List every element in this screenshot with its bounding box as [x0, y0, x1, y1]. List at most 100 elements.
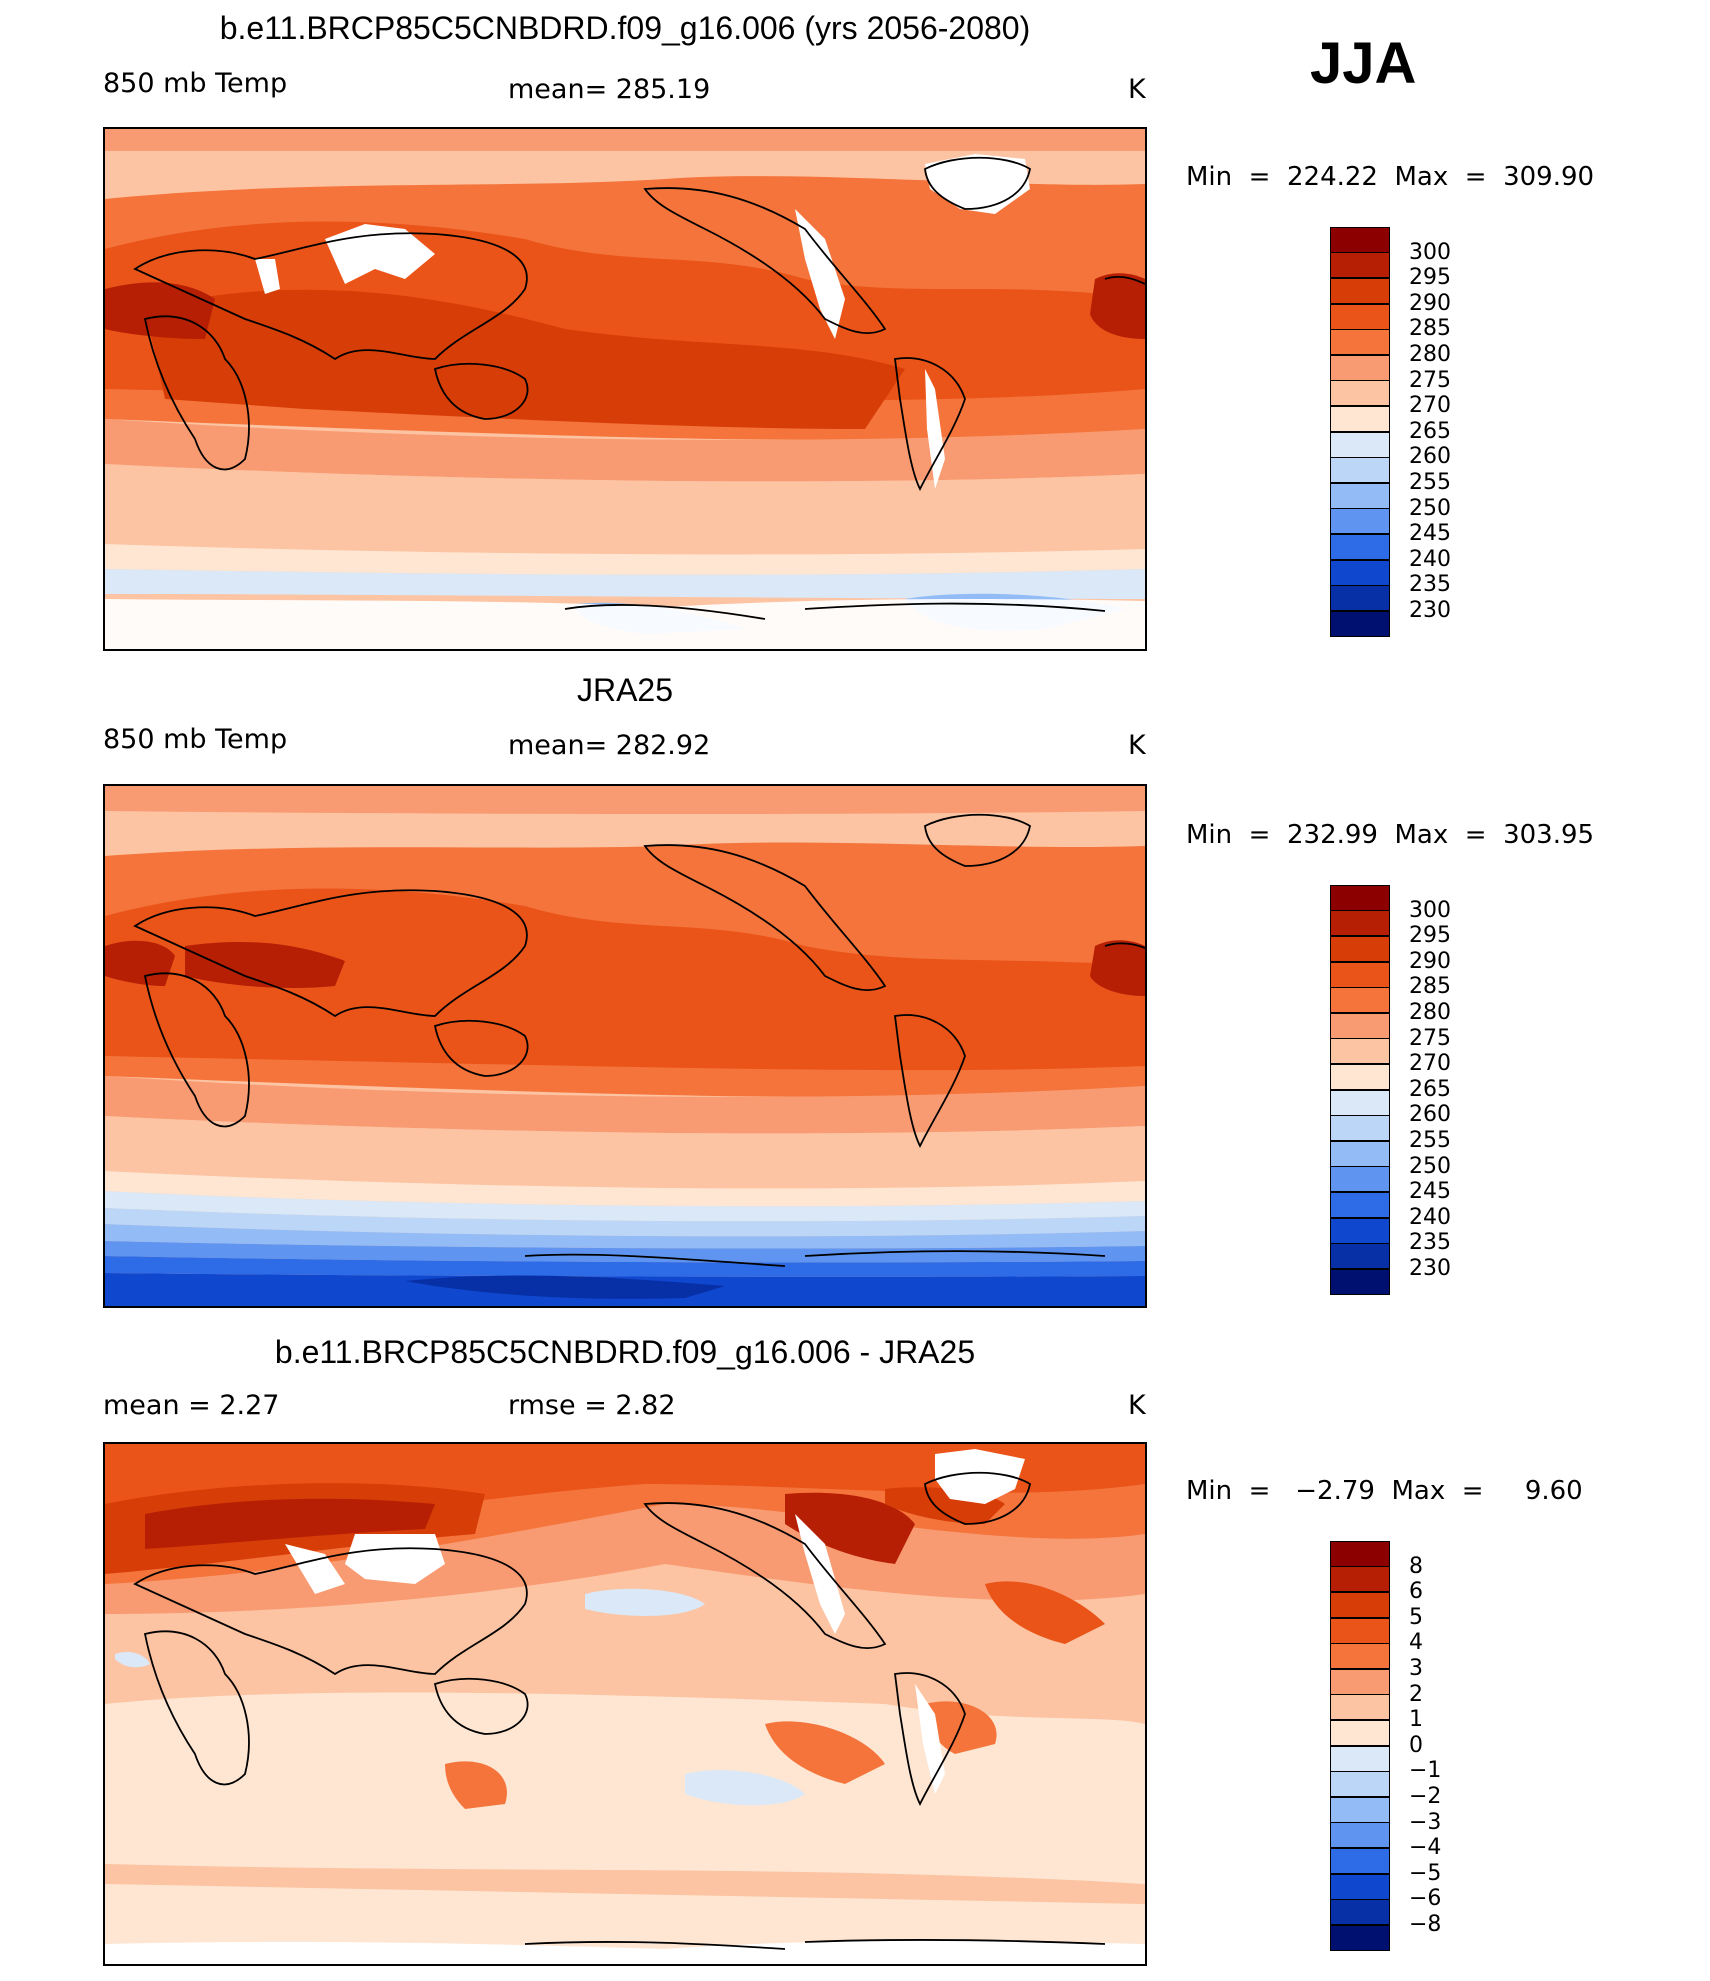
colorbar-frame	[1330, 885, 1390, 1295]
colorbar-segment	[1330, 1592, 1390, 1618]
colorbar-label: −4	[1409, 1835, 1442, 1861]
colorbar-segment	[1330, 1141, 1390, 1167]
colorbar-segment	[1330, 1013, 1390, 1039]
colorbar-separator	[1330, 482, 1390, 484]
colorbar-separator	[1330, 1770, 1390, 1773]
colorbar-separator	[1330, 1668, 1390, 1670]
colorbar-segment	[1330, 987, 1390, 1013]
colorbar-segment	[1330, 1873, 1390, 1900]
colorbar-segment	[1330, 1720, 1390, 1746]
colorbar-label: 235	[1409, 1230, 1451, 1256]
colorbar-separator	[1330, 1012, 1390, 1014]
colorbar-label: 235	[1409, 572, 1451, 598]
colorbar-separator	[1330, 354, 1390, 356]
panel-3-units: K	[1128, 1390, 1146, 1421]
colorbar-separator	[1330, 909, 1390, 912]
colorbar-segment	[1330, 1745, 1390, 1772]
colorbar-segment	[1330, 559, 1390, 586]
colorbar-label: 230	[1409, 1256, 1451, 1281]
colorbar-segment	[1330, 1038, 1390, 1065]
colorbar-separator	[1330, 1063, 1390, 1065]
colorbar-label: 6	[1409, 1579, 1423, 1605]
colorbar-label: −3	[1409, 1809, 1442, 1835]
colorbar-segment	[1330, 303, 1390, 330]
colorbar-label: 295	[1409, 923, 1451, 949]
colorbar-label: 290	[1409, 948, 1451, 974]
colorbar-label: 250	[1409, 1153, 1451, 1179]
colorbar-segment	[1330, 1669, 1390, 1695]
colorbar-separator	[1330, 431, 1390, 433]
panel-1-mean-label: mean= 285.19	[508, 74, 711, 105]
colorbar-label: −8	[1409, 1912, 1442, 1937]
panel-2-variable-label: 850 mb Temp	[103, 724, 288, 755]
colorbar-separator	[1330, 1140, 1390, 1142]
colorbar-segment	[1330, 1566, 1390, 1593]
colorbar-segment	[1330, 1089, 1390, 1116]
colorbar-segment	[1330, 1115, 1390, 1141]
colorbar-separator	[1330, 935, 1390, 937]
colorbar-separator	[1330, 1242, 1390, 1245]
colorbar-label: 300	[1409, 239, 1451, 265]
colorbar-segment	[1330, 380, 1390, 407]
colorbar-segment	[1330, 1192, 1390, 1218]
colorbar-separator	[1330, 559, 1390, 561]
colorbar-label: 1	[1409, 1707, 1423, 1733]
colorbar-label: 275	[1409, 1025, 1451, 1051]
colorbar-label: 245	[1409, 521, 1451, 547]
colorbar-separator	[1330, 507, 1390, 510]
colorbar-segment	[1330, 1064, 1390, 1090]
colorbar-separator	[1330, 533, 1390, 535]
colorbar-segment	[1330, 457, 1390, 483]
colorbar-label: 280	[1409, 1000, 1451, 1025]
colorbar-segment	[1330, 1925, 1390, 1951]
colorbar-separator	[1330, 584, 1390, 587]
colorbar-separator	[1330, 1165, 1390, 1168]
panel-3-mean-label: mean = 2.27	[103, 1390, 280, 1421]
colorbar-separator	[1330, 251, 1390, 254]
colorbar-segment	[1330, 483, 1390, 509]
colorbar-label: −2	[1409, 1784, 1442, 1809]
colorbar-segment	[1330, 885, 1390, 911]
colorbar-separator	[1330, 1719, 1390, 1721]
panel-3-map	[103, 1442, 1147, 1966]
colorbar-label: 0	[1409, 1732, 1423, 1758]
colorbar-label: −6	[1409, 1886, 1442, 1912]
colorbar-separator	[1330, 1745, 1390, 1747]
colorbar-label: 280	[1409, 342, 1451, 367]
colorbar-separator	[1330, 1591, 1390, 1593]
colorbar-segment	[1330, 508, 1390, 535]
colorbar-label: 270	[1409, 1051, 1451, 1077]
colorbar-segment	[1330, 431, 1390, 458]
season-label: JJA	[1310, 31, 1417, 96]
colorbar-segment	[1330, 961, 1390, 988]
colorbar-label: 300	[1409, 897, 1451, 923]
colorbar-segment	[1330, 1269, 1390, 1295]
panel-2-mean-label: mean= 282.92	[508, 730, 711, 761]
colorbar-label: 230	[1409, 598, 1451, 623]
colorbar-separator	[1330, 379, 1390, 382]
colorbar-segment	[1330, 1217, 1390, 1244]
colorbar-separator	[1330, 1642, 1390, 1645]
colorbar-separator	[1330, 1796, 1390, 1798]
panel-1-variable-label: 850 mb Temp	[103, 68, 288, 99]
colorbar-separator	[1330, 1037, 1390, 1040]
colorbar-segment	[1330, 1243, 1390, 1269]
colorbar-label: 265	[1409, 418, 1451, 444]
colorbar-separator	[1330, 405, 1390, 407]
colorbar-label: 295	[1409, 265, 1451, 291]
colorbar-separator	[1330, 961, 1390, 963]
panel-1-minmax: Min = 224.22 Max = 309.90	[1186, 162, 1595, 192]
colorbar-label: 3	[1409, 1656, 1423, 1681]
panel-2-map	[103, 784, 1147, 1308]
colorbar-label: 285	[1409, 316, 1451, 342]
colorbar-separator	[1330, 456, 1390, 459]
colorbar-separator	[1330, 328, 1390, 331]
panel-2-title: JRA25	[576, 672, 674, 708]
colorbar-label: 290	[1409, 290, 1451, 316]
panel-3-rmse-label: rmse = 2.82	[508, 1390, 676, 1421]
colorbar-segment	[1330, 534, 1390, 560]
colorbar-label: 5	[1409, 1604, 1423, 1630]
colorbar-segment	[1330, 1899, 1390, 1925]
colorbar-separator	[1330, 1873, 1390, 1875]
colorbar-segment	[1330, 406, 1390, 432]
